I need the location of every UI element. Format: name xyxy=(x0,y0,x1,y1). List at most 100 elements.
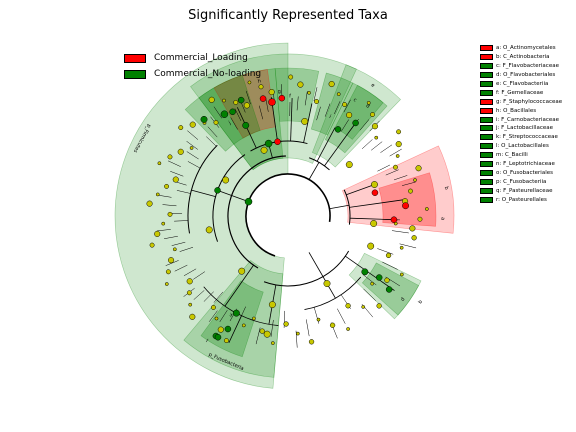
twig-23 xyxy=(167,160,181,167)
leaf-node-49 xyxy=(396,129,402,135)
twig-r-16 xyxy=(270,319,274,337)
twig-5 xyxy=(203,291,214,302)
chart-title: Significantly Represented Taxa xyxy=(188,8,388,23)
leaf-node-9 xyxy=(164,282,169,286)
clade-arc-lactobacillaceae xyxy=(187,144,218,234)
inner-node-9 xyxy=(371,181,378,188)
leaf-node-20 xyxy=(172,176,179,183)
taxon-swatch-a xyxy=(480,45,493,52)
inner-node-8 xyxy=(370,220,378,227)
twig-2 xyxy=(219,310,228,323)
inner-node-2 xyxy=(367,242,375,250)
taxon-swatch-e xyxy=(480,81,493,87)
leaf-node-77 xyxy=(259,328,265,334)
red-node-2 xyxy=(259,95,267,102)
twig-12 xyxy=(179,246,194,252)
branch-19 xyxy=(224,264,254,307)
twig-26 xyxy=(186,141,199,150)
leaf-node-72 xyxy=(316,317,321,322)
taxon-label-b: b: C_Actinobacteria xyxy=(496,54,550,61)
green-node-12 xyxy=(352,119,359,127)
leaf-node-35 xyxy=(268,89,275,96)
leaf-node-40 xyxy=(314,99,319,104)
twig-4 xyxy=(213,291,224,303)
leaf-node-57 xyxy=(424,207,429,211)
taxon-swatch-k xyxy=(480,134,493,141)
taxon-legend-item-d: d: O_Flavobacteriales xyxy=(480,71,562,80)
taxon-legend-item-m: m: C_Bacilli xyxy=(480,151,562,160)
leaf-node-26 xyxy=(189,121,196,128)
inner-node-0 xyxy=(205,226,213,234)
leaf-node-22 xyxy=(167,154,173,160)
taxon-label-m: m: C_Bacilli xyxy=(496,152,528,159)
twig-48 xyxy=(341,119,349,132)
leaf-node-19 xyxy=(164,183,170,189)
sector-e-flavobacteriia xyxy=(311,64,401,168)
class-label-loading: Commercial_Loading xyxy=(154,53,248,63)
taxon-label-e: e: C_Flavobacteriia xyxy=(496,81,549,87)
twig-43 xyxy=(313,87,318,101)
sector-label-j: j xyxy=(227,120,232,126)
leaf-node-75 xyxy=(283,321,289,327)
leaf-node-21 xyxy=(157,161,162,166)
twig-10 xyxy=(174,264,188,272)
leaf-node-78 xyxy=(252,316,256,321)
twig-r-4 xyxy=(382,261,398,270)
twig-18 xyxy=(162,204,177,207)
leaf-node-66 xyxy=(370,281,375,286)
twig-35 xyxy=(245,90,251,105)
twig-r-6 xyxy=(362,274,377,286)
taxon-swatch-b xyxy=(480,54,493,61)
red-node-3 xyxy=(278,94,286,102)
green-node-4 xyxy=(220,110,229,118)
taxon-legend-item-h: h: O_Bacillales xyxy=(480,106,562,115)
twig-41 xyxy=(296,96,299,111)
sector-label-d: d xyxy=(365,103,371,110)
clade-arc-lactobacillales xyxy=(212,154,246,242)
twig-25 xyxy=(186,151,199,160)
twig-42 xyxy=(304,91,308,106)
twig-6 xyxy=(193,290,205,300)
taxon-legend-item-r: r: O_Pasteurellales xyxy=(480,195,562,204)
twig-54 xyxy=(380,144,393,153)
branch-16 xyxy=(322,276,336,299)
twig-3 xyxy=(208,310,218,322)
leaf-node-23 xyxy=(177,148,184,155)
class-legend-item-no-loading: Commercial_No-loading xyxy=(124,66,261,82)
green-node-2 xyxy=(214,187,221,194)
taxon-legend-item-p: p: C_Fusobacteriia xyxy=(480,177,562,186)
twig-r-3 xyxy=(377,248,394,255)
green-node-5 xyxy=(229,108,236,116)
taxon-label-h: h: O_Bacillales xyxy=(496,107,537,114)
twig-24 xyxy=(187,161,201,169)
taxon-swatch-d xyxy=(480,72,493,79)
leaf-node-33 xyxy=(247,80,252,85)
leaf-node-18 xyxy=(155,192,160,197)
leaf-node-50 xyxy=(395,141,402,148)
inner-node-10 xyxy=(345,161,353,169)
green-node-8 xyxy=(232,309,240,317)
branch-6 xyxy=(191,189,216,197)
branch-10 xyxy=(303,103,313,143)
taxa-legend: a: O_Actinomycetales b: C_Actinobacteria c… xyxy=(480,44,562,204)
twig-27 xyxy=(187,130,199,140)
leaf-node-32 xyxy=(243,102,250,109)
twig-44 xyxy=(316,106,321,121)
leaf-node-52 xyxy=(393,164,398,170)
twig-52 xyxy=(361,139,373,150)
taxon-legend-item-g: g: F_Staphylococcaceae xyxy=(480,97,562,106)
twig-r-17 xyxy=(255,327,261,345)
class-legend-item-loading: Commercial_Loading xyxy=(124,50,261,66)
red-node-6 xyxy=(390,216,398,223)
leaf-node-6 xyxy=(188,302,193,307)
taxon-swatch-r xyxy=(480,196,493,203)
taxon-legend-item-f: f: F_Gemellaceae xyxy=(480,88,562,97)
twig-13 xyxy=(171,241,186,246)
leaf-node-25 xyxy=(178,125,184,131)
leaf-node-63 xyxy=(385,252,392,259)
twig-14 xyxy=(164,235,178,239)
taxon-legend-item-q: q: F_Pasteurellaceae xyxy=(480,186,562,195)
leaf-node-43 xyxy=(342,102,348,107)
leaf-node-4 xyxy=(210,304,216,310)
